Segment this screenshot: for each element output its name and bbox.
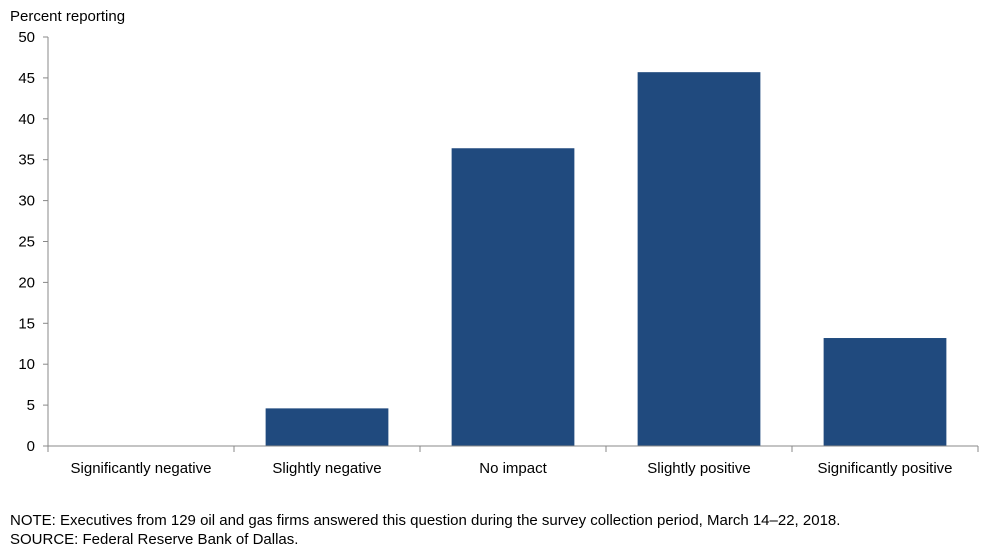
y-tick-label: 45 <box>18 70 35 87</box>
bar <box>451 148 575 447</box>
y-tick-label: 5 <box>27 397 35 414</box>
x-category-label: Slightly positive <box>647 460 750 477</box>
note-text: NOTE: Executives from 129 oil and gas fi… <box>10 512 841 529</box>
x-category-label: Significantly negative <box>71 460 212 477</box>
bar <box>637 72 761 446</box>
y-tick-label: 0 <box>27 438 35 455</box>
source-text: SOURCE: Federal Reserve Bank of Dallas. <box>10 531 299 548</box>
x-category-label: Slightly negative <box>272 460 381 477</box>
x-category-label: No impact <box>479 460 547 477</box>
y-tick-label: 10 <box>18 356 35 373</box>
y-tick-label: 30 <box>18 193 35 210</box>
y-tick-label: 15 <box>18 315 35 332</box>
bar <box>265 408 389 446</box>
y-axis-title: Percent reporting <box>10 8 125 25</box>
y-tick-label: 35 <box>18 152 35 169</box>
y-tick-label: 20 <box>18 274 35 291</box>
bar-chart: Percent reporting 0 5 10 15 20 25 30 35 40 45 50 S… <box>10 8 979 477</box>
x-axis: Significantly negative Slightly negative N… <box>47 445 979 477</box>
y-tick-label: 25 <box>18 234 35 251</box>
y-tick-label: 50 <box>18 29 35 46</box>
y-tick-label: 40 <box>18 111 35 128</box>
bar <box>823 338 947 446</box>
chart-notes: NOTE: Executives from 129 oil and gas fi… <box>10 511 840 549</box>
y-axis: 0 5 10 15 20 25 30 35 40 45 50 <box>18 29 49 455</box>
bars-group <box>265 72 947 447</box>
x-category-label: Significantly positive <box>817 460 952 477</box>
